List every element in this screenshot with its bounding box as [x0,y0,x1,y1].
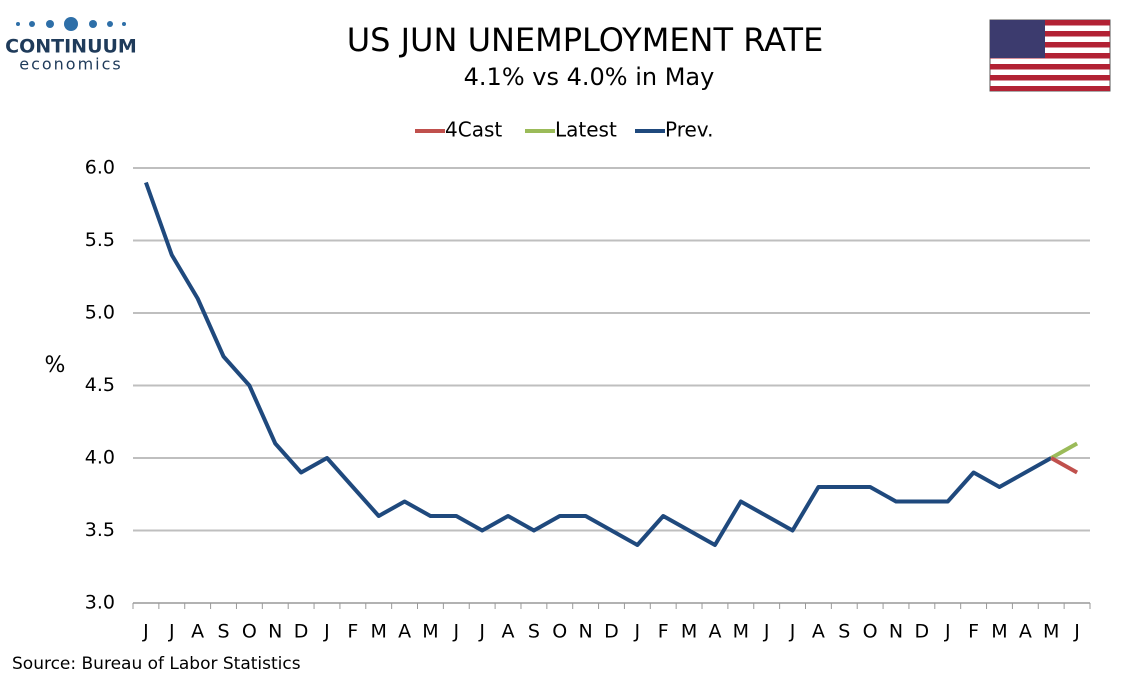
x-tick-label: O [552,621,567,643]
legend-label: 4Cast [445,118,502,142]
x-tick-label: A [502,621,515,643]
series-line [1050,456,1079,475]
logo-tagline: economics [19,55,123,74]
x-tick-label: S [217,621,229,643]
series-line [144,181,1053,547]
x-tick-label: J [789,621,796,643]
x-tick-label: A [708,621,721,643]
x-tick-label: J [634,621,641,643]
y-tick-label: 5.0 [85,302,115,324]
y-tick-label: 4.0 [85,447,115,469]
x-tick-label: J [453,621,460,643]
x-tick-label: A [398,621,411,643]
x-tick-label: M [681,621,697,643]
x-tick-label: S [528,621,540,643]
y-tick-label: 5.5 [85,229,115,251]
source: Source: Bureau of Labor Statistics [12,654,301,674]
x-tick-label: A [812,621,825,643]
y-tick-label: 3.5 [85,519,115,541]
x-tick-label: M [733,621,749,643]
x-tick-label: J [323,621,330,643]
logo-name: CONTINUUM [5,36,137,58]
x-tick-label: S [838,621,850,643]
x-tick-label: N [268,621,282,643]
x-tick-label: D [294,621,309,643]
x-tick-label: J [763,621,770,643]
x-tick-label: J [142,621,149,643]
y-axis-label: % [45,353,66,378]
x-tick-label: F [658,621,669,643]
x-tick-label: D [915,621,930,643]
y-tick-label: 4.5 [85,374,115,396]
x-tick-label: M [1043,621,1059,643]
chart-title: US JUN UNEMPLOYMENT RATE [347,21,824,59]
x-tick-label: F [347,621,358,643]
x-tick-label: A [191,621,204,643]
x-tick-label: J [1073,621,1080,643]
logo: CONTINUUM economics [5,17,137,74]
legend-label: Prev. [665,118,713,142]
x-tick-label: N [579,621,593,643]
x-tick-label: J [944,621,951,643]
series-line [1050,441,1079,460]
x-tick-label: N [889,621,903,643]
x-tick-label: M [991,621,1007,643]
x-tick-label: F [968,621,979,643]
x-tick-label: J [478,621,485,643]
y-tick-label: 3.0 [85,592,115,614]
x-tick-label: D [604,621,619,643]
legend-label: Latest [555,118,617,142]
chart-subtitle: 4.1% vs 4.0% in May [464,63,715,91]
flag [989,19,1111,92]
x-tick-label: M [422,621,438,643]
x-tick-label: O [242,621,257,643]
x-tick-label: A [1019,621,1032,643]
x-tick-label: M [371,621,387,643]
x-tick-label: O [863,621,878,643]
y-tick-label: 6.0 [85,157,115,179]
x-tick-label: J [168,621,175,643]
